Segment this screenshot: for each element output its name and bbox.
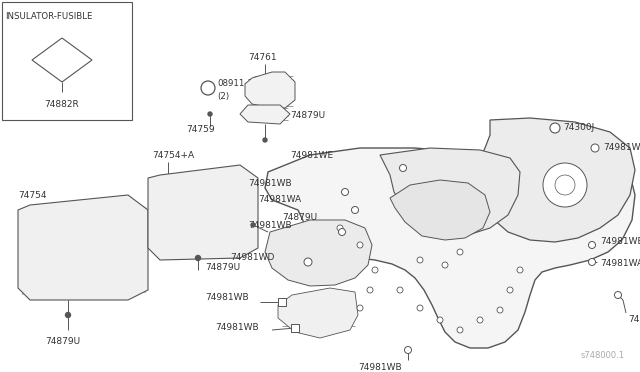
Circle shape [399, 164, 406, 171]
Polygon shape [278, 288, 358, 338]
Polygon shape [245, 72, 295, 108]
Text: 74981WB: 74981WB [205, 294, 248, 302]
Circle shape [555, 175, 575, 195]
Circle shape [417, 257, 423, 263]
Circle shape [517, 267, 523, 273]
Text: 74879U: 74879U [282, 214, 317, 222]
Text: 74882R: 74882R [45, 100, 79, 109]
Bar [305, 255, 340, 273]
Circle shape [263, 138, 267, 142]
Text: 74754: 74754 [18, 192, 47, 201]
Text: 74300J: 74300J [563, 124, 595, 132]
Circle shape [357, 305, 363, 311]
Circle shape [417, 305, 423, 311]
Text: 74981WB: 74981WB [248, 179, 292, 187]
Bar [2, 2, 132, 120]
Text: s748000.1: s748000.1 [581, 351, 625, 360]
Polygon shape [265, 148, 635, 348]
Polygon shape [265, 220, 372, 286]
Text: 74981WD: 74981WD [230, 253, 275, 262]
Circle shape [457, 249, 463, 255]
Text: 74754+A: 74754+A [152, 151, 194, 160]
Text: 74981WB: 74981WB [600, 237, 640, 246]
Text: INSULATOR-FUSIBLE: INSULATOR-FUSIBLE [5, 12, 93, 21]
Circle shape [195, 256, 200, 260]
Text: 74981WB: 74981WB [628, 315, 640, 324]
Circle shape [201, 81, 215, 95]
Circle shape [591, 144, 599, 152]
Polygon shape [18, 195, 148, 300]
Text: 74879U: 74879U [45, 337, 80, 346]
Circle shape [372, 267, 378, 273]
Circle shape [442, 262, 448, 268]
Circle shape [65, 312, 70, 317]
Circle shape [550, 123, 560, 133]
Text: 74761: 74761 [248, 52, 276, 61]
Circle shape [337, 225, 343, 231]
Text: 74981WE: 74981WE [290, 151, 333, 160]
Text: 74879U: 74879U [205, 263, 240, 273]
Polygon shape [148, 165, 258, 260]
Text: 74981WB: 74981WB [270, 234, 314, 243]
Circle shape [404, 346, 412, 353]
Circle shape [497, 307, 503, 313]
Text: 74981WB: 74981WB [248, 221, 292, 230]
Text: 74981WB: 74981WB [358, 363, 402, 372]
Polygon shape [380, 148, 520, 235]
Circle shape [351, 206, 358, 214]
Text: 74981WA: 74981WA [603, 144, 640, 153]
Text: 74981WA: 74981WA [258, 196, 301, 205]
Text: 74981WA: 74981WA [600, 260, 640, 269]
Circle shape [507, 287, 513, 293]
Circle shape [357, 242, 363, 248]
Circle shape [304, 258, 312, 266]
Polygon shape [390, 180, 490, 240]
Text: B: B [205, 85, 211, 91]
Text: 74879U: 74879U [290, 112, 325, 121]
Bar [291, 324, 299, 332]
Circle shape [208, 112, 212, 116]
Circle shape [397, 287, 403, 293]
Circle shape [367, 287, 373, 293]
Text: 74759: 74759 [186, 125, 214, 135]
Bar [278, 298, 286, 306]
Polygon shape [32, 38, 92, 82]
Circle shape [589, 241, 595, 248]
Circle shape [339, 228, 346, 235]
Circle shape [543, 163, 587, 207]
Text: (2): (2) [217, 92, 229, 100]
Circle shape [251, 223, 255, 227]
Circle shape [457, 327, 463, 333]
Circle shape [589, 259, 595, 266]
Circle shape [477, 317, 483, 323]
Text: 08911-1062G: 08911-1062G [217, 80, 276, 89]
Text: 74981WB: 74981WB [215, 324, 259, 333]
Polygon shape [240, 105, 290, 124]
Polygon shape [476, 118, 635, 242]
Circle shape [437, 317, 443, 323]
Circle shape [614, 292, 621, 298]
Circle shape [342, 189, 349, 196]
